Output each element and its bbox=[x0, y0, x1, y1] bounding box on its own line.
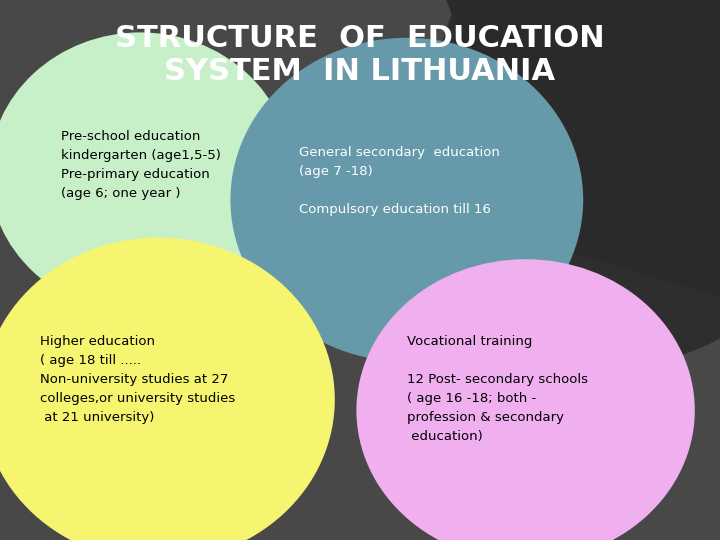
Ellipse shape bbox=[230, 38, 583, 362]
Polygon shape bbox=[446, 0, 720, 297]
Text: General secondary  education
(age 7 -18)

Compulsory education till 16: General secondary education (age 7 -18) … bbox=[299, 146, 500, 216]
Text: Pre-school education
kindergarten (age1,5-5)
Pre-primary education
(age 6; one y: Pre-school education kindergarten (age1,… bbox=[61, 130, 221, 200]
Ellipse shape bbox=[0, 32, 292, 313]
Ellipse shape bbox=[356, 259, 695, 540]
Text: SYSTEM  IN LITHUANIA: SYSTEM IN LITHUANIA bbox=[164, 57, 556, 86]
Ellipse shape bbox=[0, 238, 335, 540]
Ellipse shape bbox=[432, 0, 720, 362]
Text: Higher education
( age 18 till .....
Non-university studies at 27
colleges,or un: Higher education ( age 18 till ..... Non… bbox=[40, 335, 235, 424]
Text: STRUCTURE  OF  EDUCATION: STRUCTURE OF EDUCATION bbox=[115, 24, 605, 53]
Text: Vocational training

12 Post- secondary schools
( age 16 -18; both -
profession : Vocational training 12 Post- secondary s… bbox=[407, 335, 588, 443]
